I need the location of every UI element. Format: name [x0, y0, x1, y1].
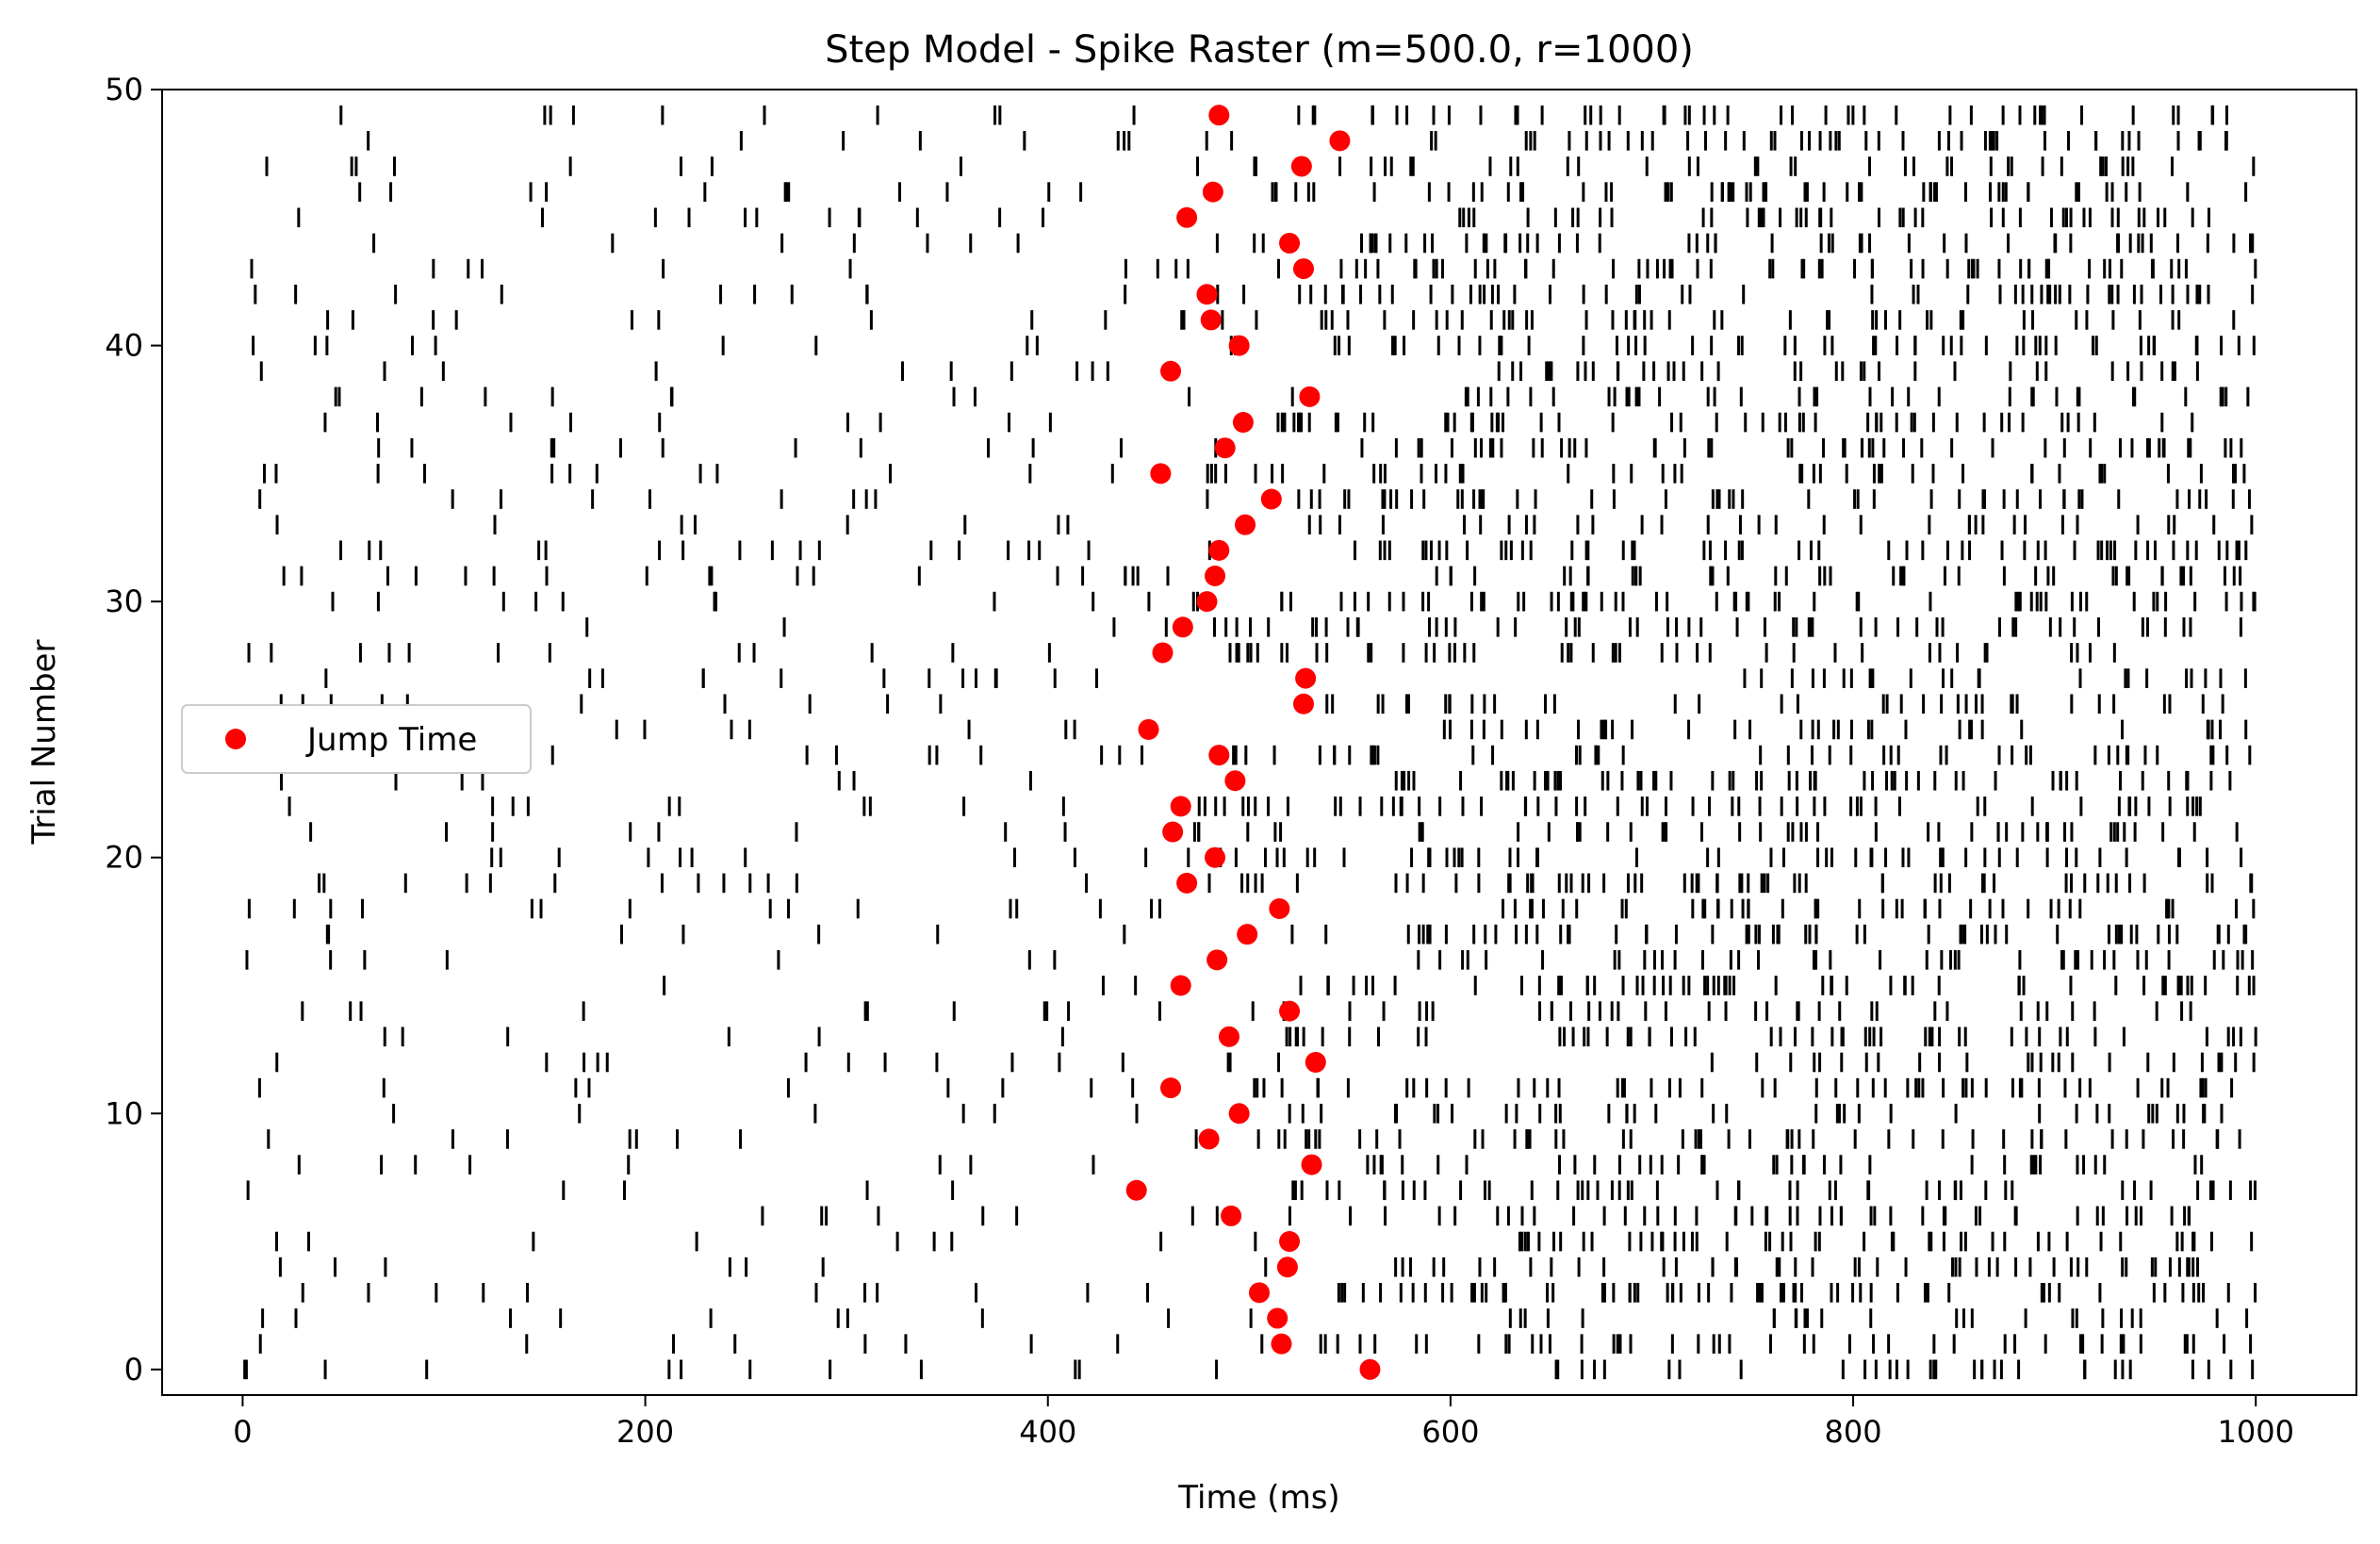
y-tick-label: 40: [105, 328, 143, 364]
x-axis: 0 200 400 600 800 1000: [233, 1395, 2294, 1450]
jump-time-point: [1235, 514, 1256, 535]
jump-time-point: [1299, 386, 1321, 407]
jump-time-point: [1224, 770, 1246, 792]
plot-frame: [161, 89, 2357, 1396]
jump-time-point: [1138, 718, 1159, 740]
jump-time-point: [1221, 1205, 1242, 1226]
jump-time-point: [1176, 206, 1198, 228]
chart-title: Step Model - Spike Raster (m=500.0, r=10…: [825, 28, 1694, 72]
jump-time-point: [1218, 1026, 1239, 1047]
legend-box: [181, 704, 532, 774]
jump-time-point: [1279, 232, 1301, 254]
jump-time-point: [1208, 539, 1230, 561]
y-axis-label: Trial Number: [25, 640, 63, 846]
jump-time-point: [1292, 693, 1314, 715]
jump-time-point: [1271, 1333, 1292, 1355]
jump-time-point: [1205, 565, 1226, 586]
jump-time-point: [1170, 796, 1191, 817]
jump-time-point: [1301, 1154, 1322, 1175]
jump-time-point: [1267, 1307, 1288, 1329]
legend: Jump Time: [181, 704, 532, 774]
jump-time-point: [1150, 463, 1172, 485]
jump-time-point: [1237, 924, 1258, 945]
y-tick-label: 50: [105, 72, 143, 107]
jump-time-point: [1152, 642, 1174, 664]
jump-time-point: [1160, 360, 1182, 382]
jump-time-point: [1292, 258, 1314, 280]
x-tick-label: 200: [616, 1414, 674, 1450]
legend-label-jump-time: Jump Time: [305, 721, 477, 759]
jump-time-point: [1329, 130, 1351, 152]
jump-time-point: [1295, 667, 1317, 689]
y-tick-label: 30: [105, 583, 143, 619]
y-axis: 0 10 20 30 40 50: [105, 72, 162, 1388]
jump-time-point: [1260, 488, 1282, 510]
jump-time-point: [1290, 156, 1312, 177]
jump-time-point: [1170, 975, 1191, 996]
y-tick-label: 0: [124, 1352, 143, 1388]
jump-time-series: [1125, 105, 1381, 1380]
jump-time-point: [1176, 872, 1198, 894]
jump-time-point: [1279, 1231, 1301, 1253]
jump-time-point: [1202, 181, 1223, 203]
jump-time-point: [1172, 616, 1193, 638]
jump-time-point: [1228, 335, 1250, 356]
x-tick-label: 1000: [2217, 1414, 2293, 1450]
x-tick-label: 800: [1825, 1414, 1882, 1450]
jump-time-point: [1208, 105, 1230, 126]
jump-time-point: [1214, 437, 1236, 459]
jump-time-point: [1196, 284, 1218, 305]
jump-time-point: [1198, 1128, 1220, 1150]
jump-time-point: [1249, 1282, 1270, 1304]
jump-time-point: [1305, 1051, 1326, 1073]
x-tick-label: 0: [233, 1414, 252, 1450]
jump-time-point: [1205, 846, 1226, 868]
jump-time-point: [1206, 949, 1228, 971]
x-tick-label: 600: [1421, 1414, 1479, 1450]
x-tick-label: 400: [1019, 1414, 1076, 1450]
x-axis-label: Time (ms): [1177, 1479, 1339, 1517]
legend-marker-jump-time: [225, 729, 246, 749]
jump-time-point: [1200, 309, 1222, 331]
jump-time-point: [1276, 1257, 1298, 1278]
y-tick-label: 10: [105, 1095, 143, 1131]
jump-time-point: [1162, 821, 1184, 843]
jump-time-point: [1125, 1179, 1147, 1201]
jump-time-point: [1279, 1000, 1301, 1022]
jump-time-point: [1196, 591, 1218, 613]
jump-time-point: [1269, 898, 1290, 920]
jump-time-point: [1160, 1077, 1182, 1099]
jump-time-point: [1208, 745, 1230, 766]
jump-time-point: [1359, 1358, 1381, 1380]
jump-time-point: [1228, 1103, 1250, 1125]
jump-time-point: [1232, 412, 1254, 434]
y-tick-label: 20: [105, 840, 143, 876]
